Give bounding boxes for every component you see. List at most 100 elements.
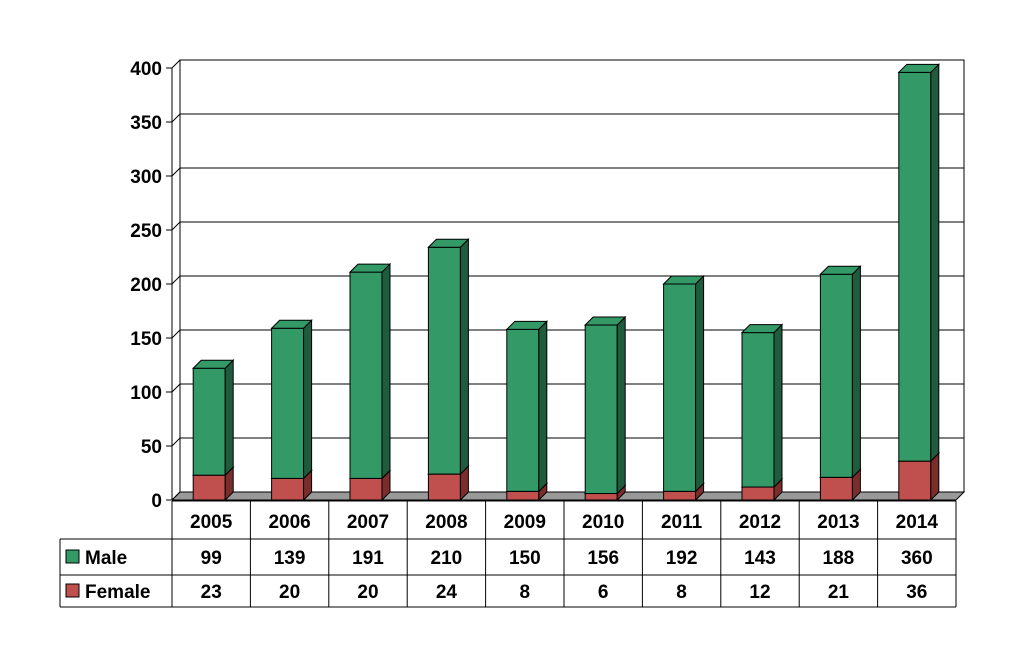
table-value-female: 6 [598,582,609,603]
legend-label-male: Male [85,548,127,569]
bar-male-side [459,238,469,476]
bar-male-front [349,271,383,479]
bar-male [740,323,784,489]
gridline-diagonal [171,383,181,393]
bar-male-top [427,238,470,248]
category-label: 2013 [817,512,859,533]
bar-male-side [695,274,705,493]
category-label: 2010 [582,512,624,533]
bar-male-top [583,316,627,326]
table-value-female: 23 [201,582,222,603]
table-value-female: 20 [357,582,378,603]
bar-male-top [191,359,235,369]
category-label: 2007 [347,512,389,533]
bar-male [662,274,705,493]
gridline-diagonal [171,221,181,231]
gridline-diagonal [171,437,181,447]
bar-male-front [192,367,226,476]
category-label: 2011 [661,512,703,533]
bar-male-front [741,332,775,488]
bar-male-front [663,283,697,492]
bar-male-front [427,246,461,475]
bar-male [583,315,627,495]
table-value-female: 21 [828,582,850,603]
bar-male-front [271,327,305,479]
bar-female-front [349,477,383,501]
bars [191,63,941,502]
bar-female-front [192,474,226,501]
data-table: 2005 2006 2007 2008 2009 2010 2011 2012 2013 2014… [59,500,957,608]
y-tick-label: 100 [130,383,162,404]
bar-male-side [381,262,391,480]
bar-male-side [773,323,783,489]
gridline-diagonal [171,113,181,123]
bar-male [191,359,235,477]
table-value-male: 139 [274,548,306,569]
bar-male-top [897,63,941,73]
bar-male [819,265,862,479]
bar-male-front [819,273,853,478]
table-value-female: 36 [906,582,927,603]
bar-female-front [741,486,775,501]
bar-male-front [584,324,618,495]
table-value-female: 12 [749,582,770,603]
y-tick-label: 250 [130,221,162,242]
y-tick-label: 0 [151,491,162,512]
bar-female-front [663,490,697,501]
bar-male-top [662,275,705,285]
legend-label-female: Female [85,582,150,603]
bar-male-front [898,71,932,462]
bar-male-top [270,319,313,329]
bar-female-front [584,493,618,501]
table-value-male: 210 [431,548,463,569]
table-value-female: 8 [676,582,687,603]
bar-male-top [348,263,392,273]
bar-male-side [303,319,313,480]
bar-female-front [427,473,461,501]
bar-female-front [819,476,853,501]
bar-male [348,262,392,480]
y-tick-label: 300 [130,167,162,188]
bar-male-top [505,320,549,330]
category-label: 2012 [739,512,781,533]
table-value-male: 188 [823,548,855,569]
gridline-diagonal [171,59,181,69]
category-label: 2009 [504,512,546,533]
bar-male-side [930,63,940,463]
bar-male-side [851,265,861,479]
y-tick-label: 50 [141,437,162,458]
bar-male-side [538,320,548,493]
category-label: 2014 [896,512,939,533]
table-value-male: 192 [666,548,698,569]
bar-female-front [271,477,305,501]
table-value-male: 191 [352,548,384,569]
table-value-female: 20 [279,582,300,603]
table-value-male: 143 [744,548,776,569]
table-value-female: 8 [520,582,531,603]
category-label: 2006 [268,512,310,533]
category-label: 2008 [425,512,467,533]
bar-male [270,319,313,480]
bar-female-front [898,460,932,501]
legend-key-male [65,549,80,564]
y-tick-label: 150 [130,329,162,350]
gridline-diagonal [171,167,181,177]
category-label: 2005 [190,512,233,533]
y-tick-label: 200 [130,275,162,296]
bar-male-front [506,328,540,492]
y-tick-label: 350 [130,113,162,134]
gridline-diagonal [171,491,181,501]
table-value-male: 99 [201,548,222,569]
table-value-male: 156 [587,548,619,569]
table-value-female: 24 [436,582,458,603]
bar-male [897,63,941,463]
bar-male-top [740,324,784,334]
legend-key-female [65,583,80,598]
bar-male [427,238,470,476]
gridline-diagonal [171,275,181,285]
y-axis: 0 50 100 150 200 250 300 350 400 [130,59,181,512]
y-tick-label: 400 [130,59,162,80]
table-value-male: 360 [901,548,933,569]
table-value-male: 150 [509,548,541,569]
